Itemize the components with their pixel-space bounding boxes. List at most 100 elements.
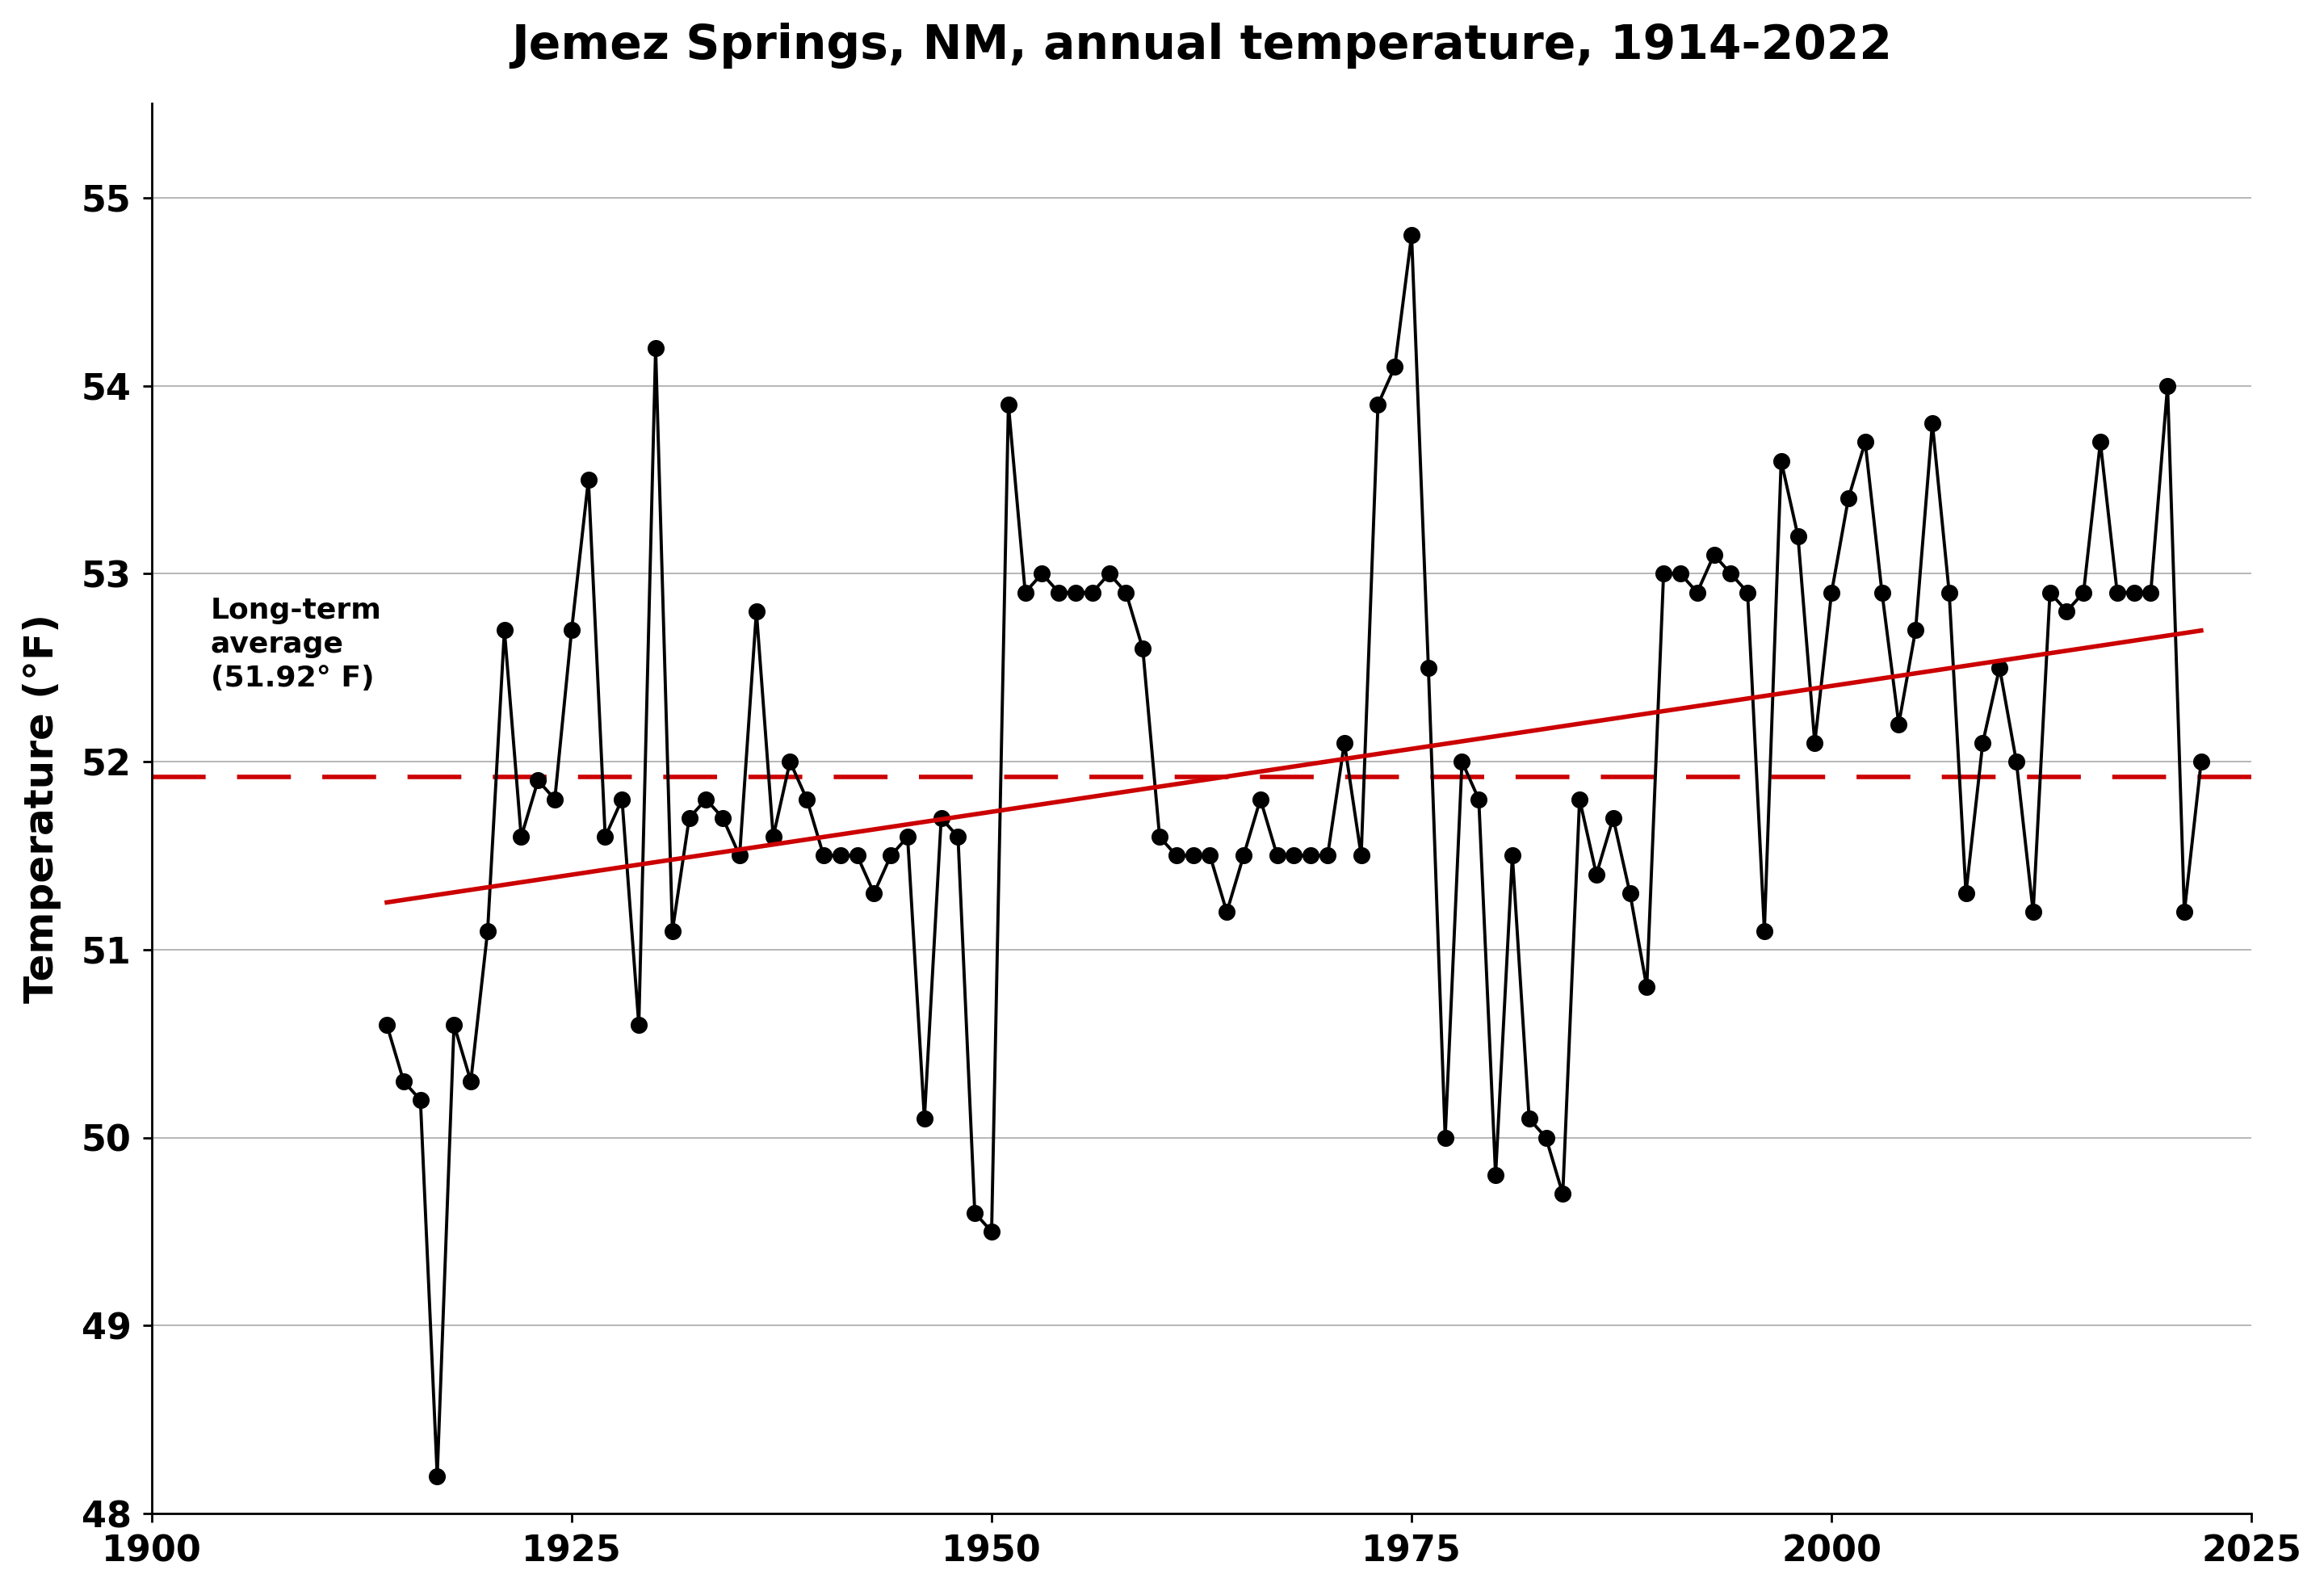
Point [1948,880,1985,905]
Point [1645,562,1683,587]
Point [1745,918,1783,943]
Point [1141,824,1178,850]
Point [1896,617,1934,643]
Point [1578,862,1615,888]
Point [1023,562,1060,587]
Point [1594,805,1631,831]
Point [1678,579,1715,605]
Point [553,617,590,643]
Title: Jemez Springs, NM, annual temperature, 1914-2022: Jemez Springs, NM, annual temperature, 1… [511,22,1892,68]
Point [1411,655,1448,681]
Point [906,1106,944,1131]
Point [2182,749,2219,775]
Point [923,805,960,831]
Point [737,598,774,624]
Point [1829,485,1866,511]
Point [1611,880,1648,905]
Point [386,1069,423,1095]
Point [823,843,860,869]
Point [1478,1163,1515,1188]
Point [1813,579,1850,605]
Point [1192,843,1229,869]
Point [1260,843,1297,869]
Point [486,617,523,643]
Point [2082,430,2119,455]
Point [453,1069,490,1095]
Point [755,824,792,850]
Point [955,1200,992,1225]
Point [804,843,841,869]
Point [672,805,709,831]
Point [1241,786,1278,811]
Point [1459,786,1497,811]
Point [1662,562,1699,587]
Point [586,824,623,850]
Point [1074,579,1111,605]
Point [1729,579,1766,605]
Point [1964,730,2001,756]
Point [1543,1182,1580,1208]
Point [1208,899,1246,924]
Point [2031,579,2068,605]
Point [1762,449,1799,474]
Point [855,880,892,905]
Point [537,786,574,811]
Point [872,843,909,869]
Point [1125,636,1162,662]
Point [1931,579,1968,605]
Point [1443,749,1480,775]
Point [1713,562,1750,587]
Point [521,768,558,794]
Point [2066,579,2103,605]
Text: Long-term
average
(51.92° F): Long-term average (51.92° F) [211,597,381,692]
Point [1864,579,1901,605]
Point [1276,843,1313,869]
Point [1697,543,1734,568]
Point [1360,391,1397,417]
Point [2166,899,2203,924]
Point [637,336,674,361]
Point [1109,579,1146,605]
Point [1225,843,1262,869]
Point [1848,430,1885,455]
Point [1006,579,1043,605]
Point [402,1087,439,1112]
Point [1511,1106,1548,1131]
Point [502,824,539,850]
Point [1376,355,1413,380]
Point [1796,730,1834,756]
Point [939,824,976,850]
Point [788,786,825,811]
Point [653,918,690,943]
Point [720,843,758,869]
Point [2099,579,2136,605]
Point [1325,730,1362,756]
Point [1174,843,1211,869]
Point [621,1012,658,1037]
Point [2150,372,2187,398]
Point [1980,655,2017,681]
Point [2115,579,2152,605]
Point [1057,579,1095,605]
Point [435,1012,472,1037]
Point [839,843,876,869]
Point [1999,749,2036,775]
Point [1629,975,1666,1001]
Point [1041,579,1078,605]
Point [1157,843,1195,869]
Point [1494,843,1532,869]
Point [890,824,927,850]
Point [1090,562,1127,587]
Point [367,1012,404,1037]
Point [688,786,725,811]
Point [990,391,1027,417]
Point [1780,523,1817,549]
Point [1292,843,1329,869]
Point [2015,899,2052,924]
Point [569,466,607,492]
Point [1913,410,1950,436]
Point [1880,711,1917,737]
Point [1427,1125,1464,1150]
Point [469,918,507,943]
Point [1562,786,1599,811]
